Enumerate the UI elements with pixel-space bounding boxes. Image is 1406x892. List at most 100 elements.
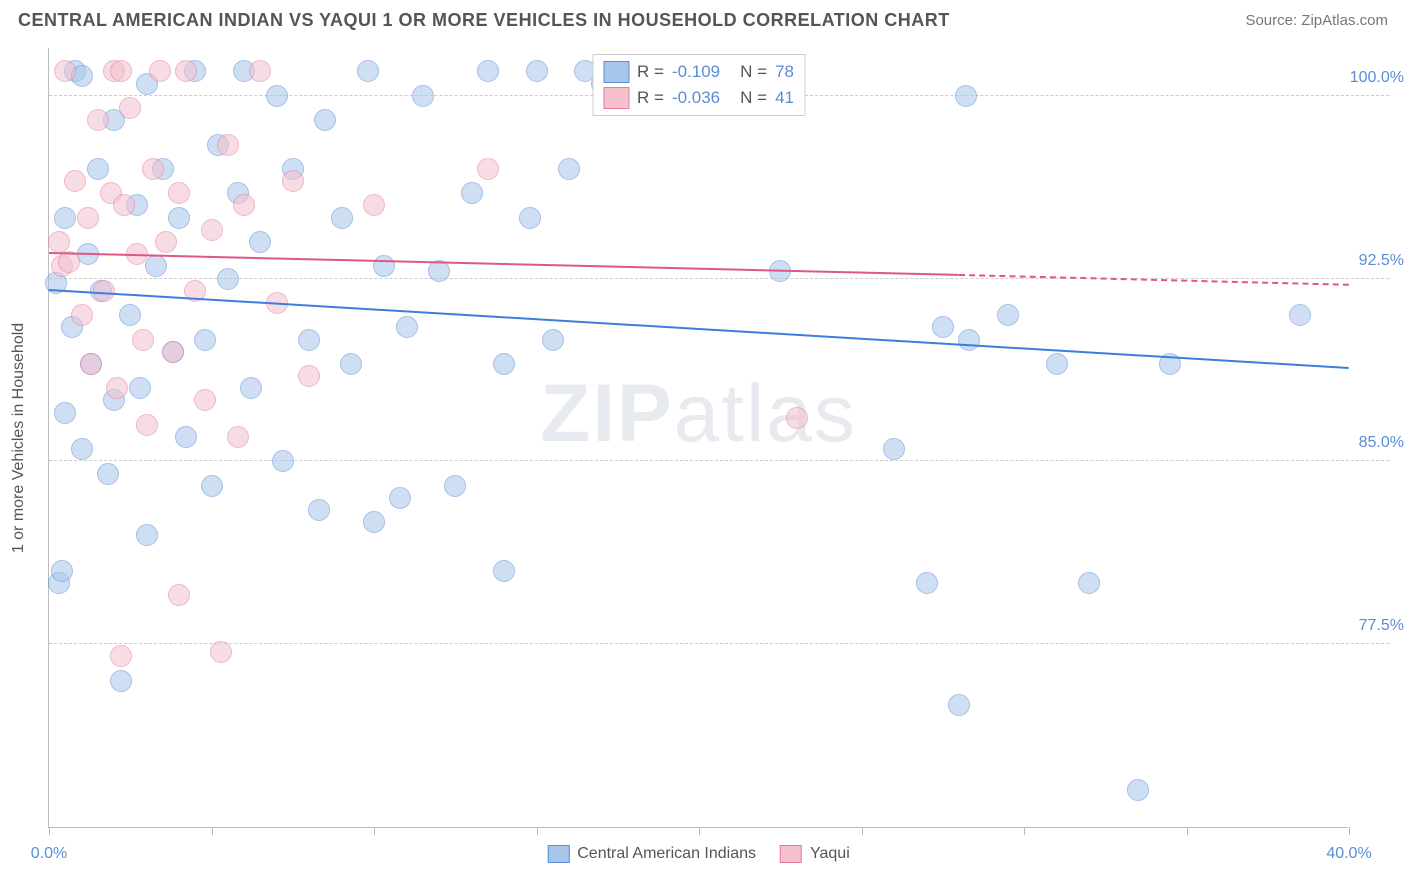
data-point [110, 60, 132, 82]
data-point [168, 182, 190, 204]
x-tick [1349, 827, 1350, 835]
data-point [373, 255, 395, 277]
data-point [201, 219, 223, 241]
gridline [49, 643, 1389, 644]
x-tick [212, 827, 213, 835]
gridline [49, 278, 1389, 279]
correlation-legend: R = -0.109 N = 78 R = -0.036 N = 41 [592, 54, 805, 116]
data-point [149, 60, 171, 82]
series-name: Yaqui [810, 845, 850, 863]
data-point [119, 97, 141, 119]
watermark-suffix: atlas [674, 368, 857, 459]
data-point [51, 560, 73, 582]
legend-r-label: R = [637, 88, 664, 108]
data-point [136, 414, 158, 436]
data-point [282, 170, 304, 192]
data-point [110, 645, 132, 667]
watermark: ZIPatlas [540, 367, 857, 461]
y-tick-label: 85.0% [1359, 434, 1404, 452]
data-point [916, 572, 938, 594]
data-point [64, 170, 86, 192]
legend-swatch [547, 845, 569, 863]
data-point [542, 329, 564, 351]
data-point [87, 158, 109, 180]
data-point [1078, 572, 1100, 594]
data-point [233, 194, 255, 216]
data-point [155, 231, 177, 253]
x-tick [862, 827, 863, 835]
data-point [958, 329, 980, 351]
data-point [396, 316, 418, 338]
data-point [194, 329, 216, 351]
series-name: Central American Indians [577, 845, 756, 863]
watermark-prefix: ZIP [540, 368, 674, 459]
trend-line-extrapolated [959, 274, 1349, 286]
y-tick-label: 92.5% [1359, 252, 1404, 270]
data-point [331, 207, 353, 229]
data-point [493, 560, 515, 582]
data-point [298, 365, 320, 387]
data-point [883, 438, 905, 460]
data-point [227, 426, 249, 448]
legend-r-value: -0.109 [672, 62, 720, 82]
data-point [249, 231, 271, 253]
data-point [786, 407, 808, 429]
data-point [93, 280, 115, 302]
legend-r-label: R = [637, 62, 664, 82]
data-point [997, 304, 1019, 326]
data-point [389, 487, 411, 509]
data-point [477, 60, 499, 82]
data-point [948, 694, 970, 716]
legend-swatch [780, 845, 802, 863]
x-tick [374, 827, 375, 835]
legend-row: R = -0.036 N = 41 [603, 85, 794, 111]
data-point [1046, 353, 1068, 375]
legend-r-value: -0.036 [672, 88, 720, 108]
legend-n-value: 78 [775, 62, 794, 82]
x-tick [1024, 827, 1025, 835]
data-point [132, 329, 154, 351]
x-tick-label-min: 0.0% [31, 845, 67, 863]
data-point [136, 524, 158, 546]
data-point [54, 402, 76, 424]
data-point [558, 158, 580, 180]
series-legend: Central American Indians Yaqui [547, 845, 850, 863]
data-point [80, 353, 102, 375]
data-point [1289, 304, 1311, 326]
data-point [71, 438, 93, 460]
data-point [314, 109, 336, 131]
series-legend-item: Yaqui [780, 845, 850, 863]
legend-swatch [603, 61, 629, 83]
data-point [119, 304, 141, 326]
y-tick-label: 77.5% [1359, 617, 1404, 635]
data-point [113, 194, 135, 216]
legend-n-label: N = [740, 62, 767, 82]
data-point [54, 207, 76, 229]
legend-swatch [603, 87, 629, 109]
data-point [87, 109, 109, 131]
data-point [217, 268, 239, 290]
data-point [357, 60, 379, 82]
trend-line [49, 289, 1349, 369]
legend-n-value: 41 [775, 88, 794, 108]
data-point [97, 463, 119, 485]
x-tick-label-max: 40.0% [1326, 845, 1371, 863]
data-point [129, 377, 151, 399]
data-point [272, 450, 294, 472]
data-point [526, 60, 548, 82]
data-point [955, 85, 977, 107]
data-point [1127, 779, 1149, 801]
data-point [54, 60, 76, 82]
data-point [77, 207, 99, 229]
series-legend-item: Central American Indians [547, 845, 756, 863]
data-point [175, 60, 197, 82]
legend-row: R = -0.109 N = 78 [603, 59, 794, 85]
chart-header: CENTRAL AMERICAN INDIAN VS YAQUI 1 OR MO… [0, 0, 1406, 37]
x-tick [1187, 827, 1188, 835]
legend-n-label: N = [740, 88, 767, 108]
chart-title: CENTRAL AMERICAN INDIAN VS YAQUI 1 OR MO… [18, 10, 950, 31]
data-point [308, 499, 330, 521]
data-point [298, 329, 320, 351]
data-point [194, 389, 216, 411]
x-tick [537, 827, 538, 835]
